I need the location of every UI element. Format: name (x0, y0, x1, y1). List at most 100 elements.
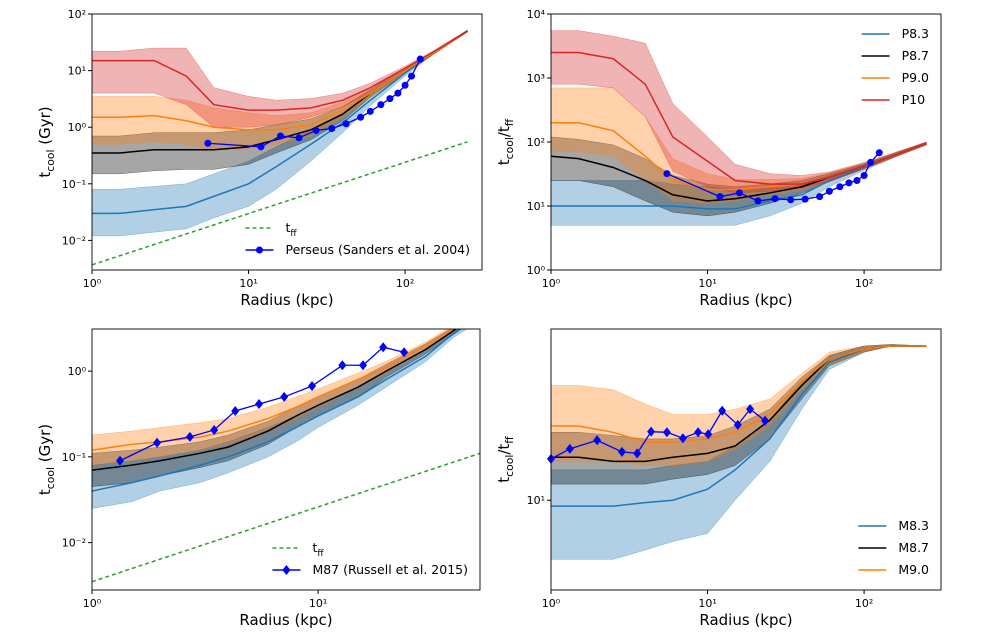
marker (825, 187, 833, 195)
band (92, 29, 468, 128)
x-tick-label: 10¹ (239, 277, 257, 290)
legend-label: tff (312, 540, 324, 559)
band (92, 329, 462, 487)
text-segment: t (285, 220, 290, 235)
text-segment: t (36, 172, 54, 178)
plot-area (92, 29, 468, 266)
marker (116, 455, 125, 466)
text-segment: ff (290, 229, 297, 239)
marker (633, 448, 642, 459)
marker (875, 149, 883, 157)
legend-label: M87 (Russell et al. 2015) (312, 562, 468, 577)
marker (816, 193, 824, 201)
text-segment: (Gyr) (36, 106, 54, 149)
legend-marker (255, 246, 263, 254)
marker (647, 426, 656, 437)
series-line (92, 30, 468, 111)
marker (257, 143, 265, 151)
marker (787, 196, 795, 204)
marker (771, 195, 779, 203)
x-axis-label: Radius (kpc) (699, 611, 792, 629)
x-tick-label: 10⁰ (83, 277, 102, 290)
text-segment: t (495, 477, 513, 483)
y-tick-label: 10¹ (527, 494, 545, 507)
marker (593, 435, 602, 446)
y-tick-label: 10⁻² (62, 537, 86, 550)
marker (379, 342, 388, 353)
text-segment: t (312, 540, 317, 555)
marker (845, 179, 853, 187)
plot-area (92, 329, 480, 583)
text-segment: cool (44, 150, 57, 172)
marker (704, 429, 713, 440)
text-segment: cool (503, 455, 516, 477)
y-tick-label: 10⁴ (527, 8, 546, 21)
x-tick-label: 10¹ (698, 597, 716, 610)
x-tick-label: 10² (855, 597, 873, 610)
x-tick-label: 10¹ (698, 277, 716, 290)
marker (408, 72, 416, 80)
x-axis-label: Radius (kpc) (239, 611, 332, 629)
text-segment: /t (495, 444, 513, 455)
marker (617, 446, 626, 457)
marker (663, 170, 671, 178)
marker (342, 120, 350, 128)
y-axis-label: tcool/tff (495, 436, 516, 483)
marker (836, 183, 844, 191)
x-tick-label: 10⁰ (83, 597, 102, 610)
y-axis-label: tcool (Gyr) (36, 424, 57, 495)
series-line (551, 408, 766, 460)
marker (853, 177, 861, 185)
marker (565, 443, 574, 454)
marker (210, 424, 219, 435)
marker (761, 415, 770, 426)
marker (678, 433, 687, 444)
band (551, 30, 927, 194)
marker (801, 195, 809, 203)
marker (401, 81, 409, 89)
marker (276, 132, 284, 140)
series-line (92, 30, 468, 215)
series-line (551, 345, 927, 444)
marker (366, 107, 374, 115)
marker (416, 55, 424, 63)
marker (867, 158, 875, 166)
band (551, 344, 927, 466)
marker (400, 347, 409, 358)
series-line (92, 452, 480, 583)
series-line (551, 51, 927, 185)
y-tick-label: 10² (527, 136, 545, 149)
legend-label: M8.3 (898, 518, 929, 533)
marker (185, 431, 194, 442)
marker (308, 381, 317, 392)
series-line (92, 329, 462, 492)
marker (860, 171, 868, 179)
text-segment: (Gyr) (36, 424, 54, 467)
marker (733, 419, 742, 430)
marker (359, 360, 368, 371)
y-tick-label: 10⁻¹ (62, 178, 86, 191)
marker (694, 427, 703, 438)
y-tick-label: 10⁻¹ (62, 451, 86, 464)
x-axis-label: Radius (kpc) (699, 291, 792, 309)
marker (394, 89, 402, 97)
axes-frame (550, 328, 942, 591)
marker (357, 113, 365, 121)
text-segment: ff (503, 436, 516, 444)
text-segment: cool (44, 467, 57, 489)
marker (716, 193, 724, 201)
marker (754, 197, 762, 205)
legend-label: P8.3 (902, 26, 929, 41)
x-tick-label: 10⁰ (542, 277, 561, 290)
marker (718, 405, 727, 416)
legend-label: P9.0 (902, 70, 929, 85)
y-tick-label: 10² (68, 8, 86, 21)
text-segment: ff (317, 549, 324, 559)
legend-label: M8.7 (898, 540, 929, 555)
y-tick-label: 10⁰ (68, 121, 87, 134)
marker (377, 101, 385, 109)
band (92, 329, 468, 509)
x-tick-label: 10² (855, 277, 873, 290)
legend-label: P8.7 (902, 48, 929, 63)
plot-area (551, 344, 927, 560)
